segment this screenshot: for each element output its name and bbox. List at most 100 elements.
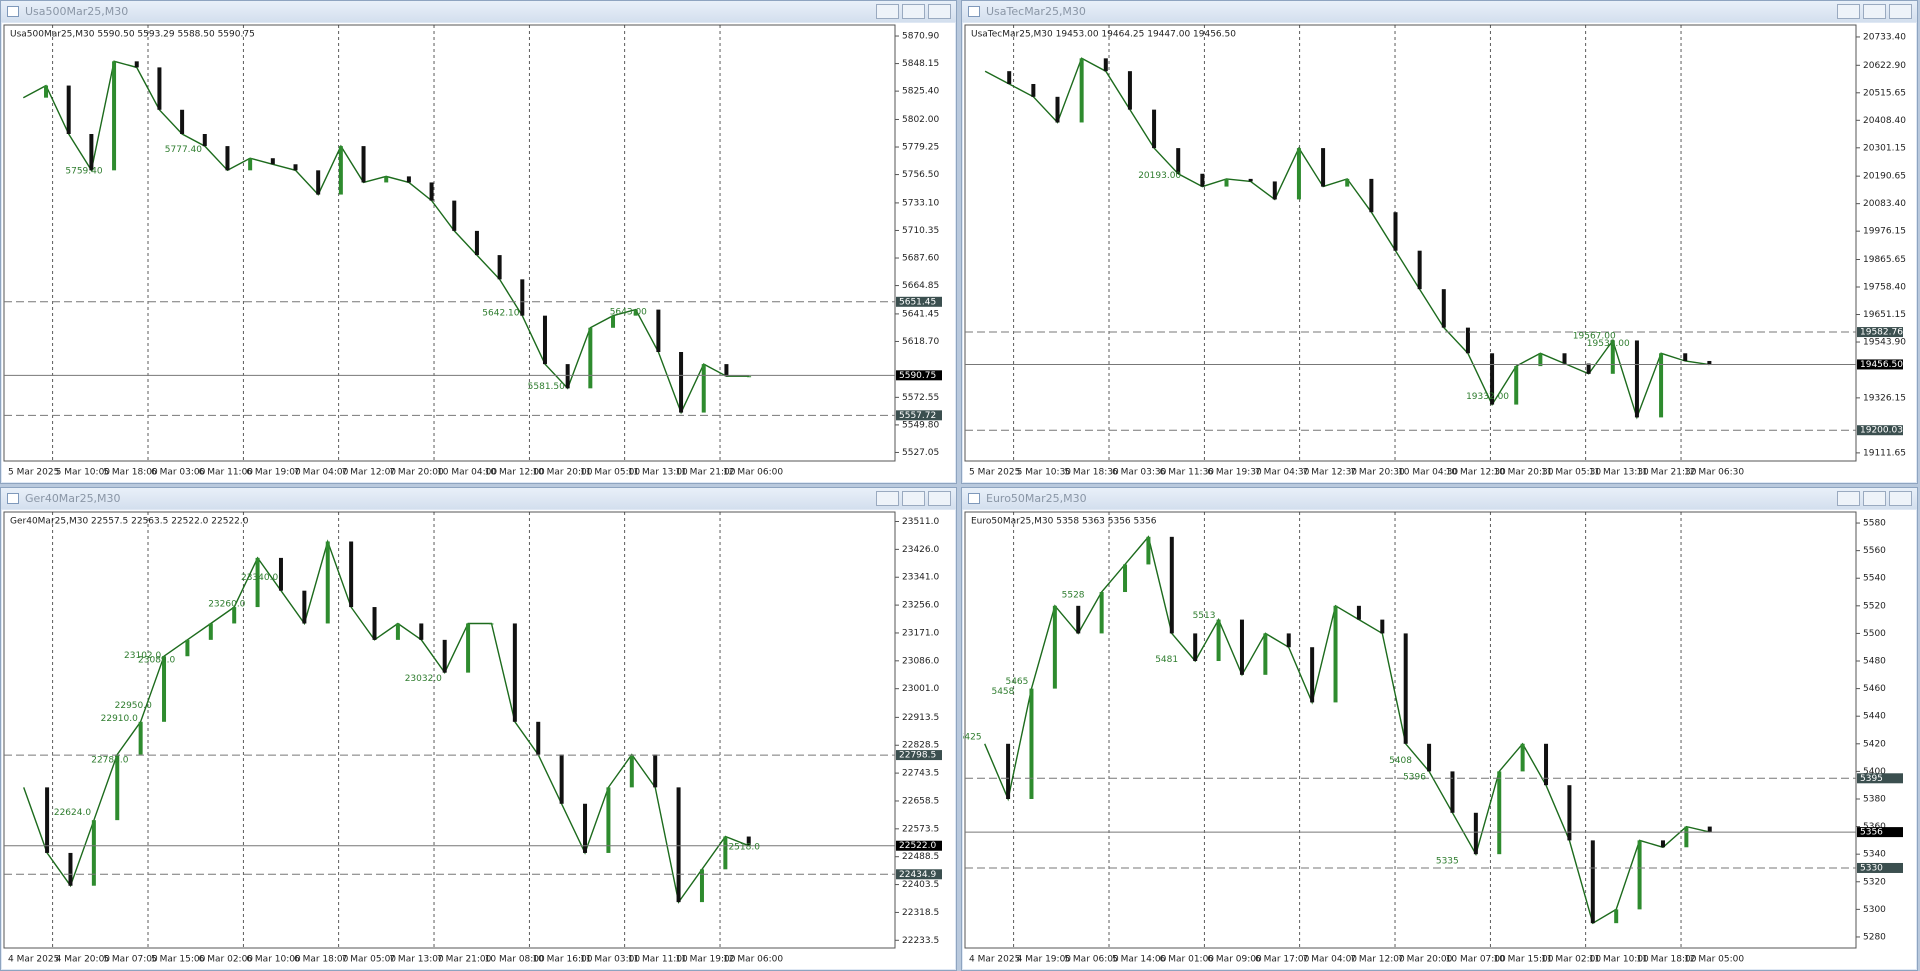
x-tick-label: 6 Mar 09:00 bbox=[1207, 955, 1262, 965]
y-tick-label: 22913.5 bbox=[902, 713, 939, 723]
level-annotation: 23032.0 bbox=[405, 674, 442, 684]
chart-window: Usa500Mar25,M30 5 Mar 2025 5 Mar 10:00 5 Ma… bbox=[0, 0, 957, 484]
x-tick-label: 7 Mar 12:00 bbox=[342, 468, 397, 478]
candle bbox=[1356, 605, 1361, 620]
candle bbox=[1007, 71, 1012, 84]
level-annotation: 22910.0 bbox=[101, 714, 138, 724]
x-tick-label: 6 Mar 19:00 bbox=[246, 468, 301, 478]
candle bbox=[202, 134, 207, 147]
candle bbox=[1152, 109, 1157, 149]
candle bbox=[1146, 536, 1151, 565]
y-tick-label: 5618.70 bbox=[902, 337, 939, 347]
y-tick-label: 5560 bbox=[1863, 546, 1886, 556]
y-tick-label: 23511.0 bbox=[902, 517, 939, 527]
y-tick-label: 5420 bbox=[1863, 739, 1886, 749]
candle bbox=[701, 364, 706, 413]
close-button[interactable] bbox=[928, 4, 951, 19]
y-tick-label: 20083.40 bbox=[1863, 199, 1906, 209]
candle bbox=[349, 541, 354, 608]
candle bbox=[1473, 812, 1478, 855]
window-title: Usa500Mar25,M30 bbox=[25, 5, 129, 18]
minimize-button[interactable] bbox=[1837, 4, 1860, 19]
y-tick-label: 22403.5 bbox=[902, 880, 939, 890]
y-tick-label: 5779.25 bbox=[902, 143, 939, 153]
maximize-button[interactable] bbox=[902, 4, 925, 19]
y-tick-label: 5440 bbox=[1863, 712, 1886, 722]
maximize-button[interactable] bbox=[1863, 4, 1886, 19]
x-tick-label: 5 Mar 18:30 bbox=[1064, 468, 1119, 478]
x-tick-label: 7 Mar 12:00 bbox=[1350, 955, 1405, 965]
price-line bbox=[984, 57, 1710, 420]
candle bbox=[384, 176, 389, 183]
price-level-box bbox=[1857, 827, 1903, 838]
candle bbox=[278, 557, 283, 591]
level-annotation: 5408 bbox=[1389, 756, 1412, 766]
x-tick-label: 11 Mar 18:00 bbox=[1636, 955, 1696, 965]
y-tick-label: 5460 bbox=[1863, 684, 1886, 694]
y-tick-label: 23256.0 bbox=[902, 601, 939, 611]
candle bbox=[1345, 178, 1350, 187]
x-tick-label: 10 Mar 12:00 bbox=[485, 468, 545, 478]
close-button[interactable] bbox=[1889, 4, 1912, 19]
x-tick-label: 11 Mar 21:00 bbox=[675, 468, 735, 478]
x-tick-label: 10 Mar 15:00 bbox=[1493, 955, 1553, 965]
y-tick-label: 5580 bbox=[1863, 519, 1886, 529]
title-bar: Euro50Mar25,M30 bbox=[962, 488, 1917, 509]
maximize-button[interactable] bbox=[1863, 491, 1886, 506]
y-tick-label: 5527.05 bbox=[902, 448, 939, 458]
candle bbox=[1427, 743, 1432, 772]
candle bbox=[395, 623, 400, 640]
plot-frame bbox=[3, 511, 896, 949]
candle bbox=[583, 803, 588, 853]
minimize-button[interactable] bbox=[876, 491, 899, 506]
candle bbox=[162, 656, 167, 722]
y-tick-label: 5756.50 bbox=[902, 170, 939, 180]
y-tick-label: 5280 bbox=[1863, 932, 1886, 942]
x-tick-label: 10 Mar 12:30 bbox=[1446, 468, 1506, 478]
level-annotation: 23340.0 bbox=[241, 573, 278, 583]
x-tick-label: 7 Mar 12:30 bbox=[1303, 468, 1358, 478]
chart-window: Ger40Mar25,M30 4 Mar 2025 4 Mar 20:00 5 Mar… bbox=[0, 487, 957, 971]
price-level-label: 22798.5 bbox=[899, 751, 936, 761]
price-level-box bbox=[896, 840, 942, 851]
candle bbox=[138, 721, 143, 755]
candle bbox=[1660, 840, 1665, 848]
window-buttons bbox=[1837, 4, 1912, 19]
candle bbox=[497, 255, 502, 280]
x-tick-label: 12 Mar 06:00 bbox=[723, 955, 783, 965]
x-tick-label: 7 Mar 20:00 bbox=[1398, 955, 1453, 965]
x-tick-label: 11 Mar 03:00 bbox=[580, 955, 640, 965]
y-tick-label: 5400 bbox=[1863, 767, 1886, 777]
symbol-header: Usa500Mar25,M30 5590.50 5593.29 5588.50 … bbox=[10, 30, 255, 40]
candle bbox=[1200, 173, 1205, 187]
price-level-box bbox=[896, 296, 942, 307]
candle bbox=[653, 754, 658, 788]
window-title: Euro50Mar25,M30 bbox=[986, 492, 1087, 505]
x-tick-label: 6 Mar 03:00 bbox=[151, 468, 206, 478]
candle bbox=[724, 364, 729, 377]
x-tick-label: 11 Mar 13:00 bbox=[628, 468, 688, 478]
title-bar: Usa500Mar25,M30 bbox=[1, 1, 956, 22]
candle bbox=[611, 315, 616, 328]
title-bar: Ger40Mar25,M30 bbox=[1, 488, 956, 509]
window-title: Ger40Mar25,M30 bbox=[25, 492, 121, 505]
candle bbox=[1497, 771, 1502, 855]
close-button[interactable] bbox=[1889, 491, 1912, 506]
symbol-header: UsaTecMar25,M30 19453.00 19464.25 19447.… bbox=[971, 30, 1236, 40]
y-tick-label: 5733.10 bbox=[902, 198, 939, 208]
close-button[interactable] bbox=[928, 491, 951, 506]
candle bbox=[1544, 743, 1549, 786]
price-level-box bbox=[1857, 773, 1903, 784]
candle bbox=[1490, 353, 1495, 405]
x-tick-label: 12 Mar 06:00 bbox=[723, 468, 783, 478]
candle bbox=[633, 309, 638, 316]
price-level-label: 5330 bbox=[1860, 863, 1883, 873]
candle bbox=[1634, 340, 1639, 418]
candle bbox=[1193, 633, 1198, 662]
y-tick-label: 5540 bbox=[1863, 574, 1886, 584]
minimize-button[interactable] bbox=[1837, 491, 1860, 506]
maximize-button[interactable] bbox=[902, 491, 925, 506]
x-tick-label: 7 Mar 20:30 bbox=[1350, 468, 1405, 478]
minimize-button[interactable] bbox=[876, 4, 899, 19]
